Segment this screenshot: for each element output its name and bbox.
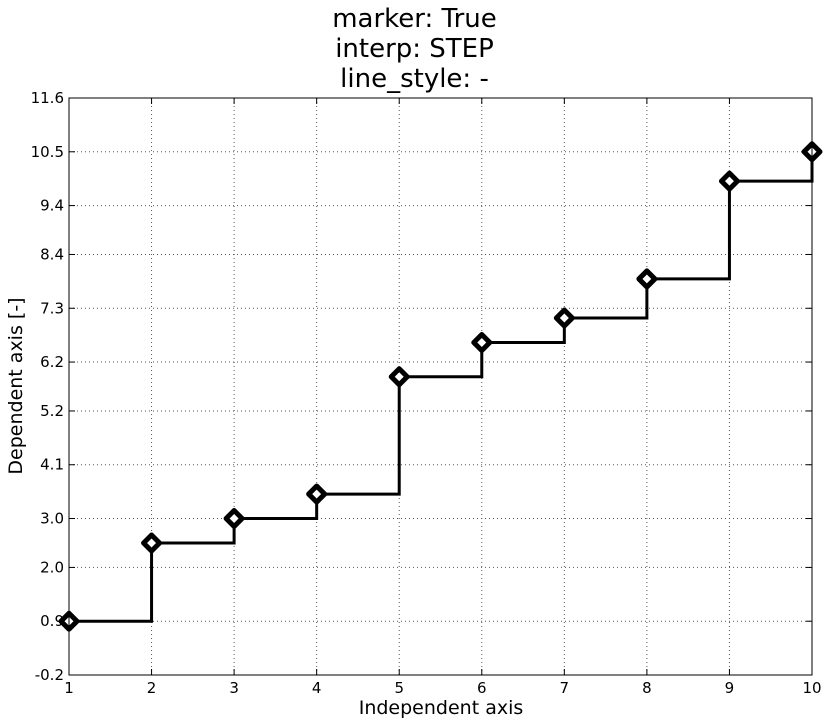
title-line-1: marker: True	[332, 4, 497, 34]
x-tick-label: 6	[477, 679, 487, 697]
y-tick-label: 11.6	[31, 89, 64, 107]
x-tick-label: 9	[725, 679, 735, 697]
x-tick-label: 10	[802, 679, 821, 697]
series-markers	[58, 141, 823, 632]
plot-frame	[68, 97, 813, 676]
x-tick-label: 8	[642, 679, 652, 697]
data-point-marker	[471, 331, 493, 353]
x-tick-label: 7	[560, 679, 570, 697]
y-tick-label: 8.4	[40, 245, 64, 263]
y-tick-label: 5.2	[40, 402, 64, 420]
series-step-line	[69, 151, 814, 623]
x-axis-label: Independent axis	[358, 697, 524, 719]
y-tick-label: 4.1	[40, 456, 64, 474]
x-tick-label: 3	[229, 679, 239, 697]
title-line-3: line_style: -	[340, 64, 489, 94]
x-tick-label: 2	[147, 679, 157, 697]
data-point-marker	[306, 483, 328, 505]
y-tick-label: 7.3	[40, 299, 64, 317]
y-tick-label: 10.5	[31, 143, 64, 161]
y-tick-label: 9.4	[40, 197, 64, 215]
y-tick-label: -0.2	[35, 666, 64, 684]
x-tick-label: 1	[64, 679, 74, 697]
data-point-marker	[223, 508, 245, 530]
grid-lines	[69, 98, 812, 675]
x-tick-label: 4	[312, 679, 322, 697]
y-tick-label: 0.9	[40, 612, 64, 630]
tick-labels: 1 2 3 4 5 6 7 8 9 10 -0.2 0.9 2.0 3.0 4.1 5.2 6.2 7.3 8.4 9…	[31, 89, 822, 697]
data-point-marker	[141, 532, 163, 554]
data-point-marker	[553, 307, 575, 329]
y-tick-label: 2.0	[40, 558, 64, 576]
y-tick-label: 3.0	[40, 510, 64, 528]
title-line-2: interp: STEP	[335, 34, 494, 64]
tick-marks	[68, 97, 813, 676]
data-point-marker	[636, 268, 658, 290]
data-point-marker	[388, 366, 410, 388]
x-tick-label: 5	[394, 679, 404, 697]
y-tick-label: 6.2	[40, 353, 64, 371]
data-point-marker	[718, 170, 740, 192]
